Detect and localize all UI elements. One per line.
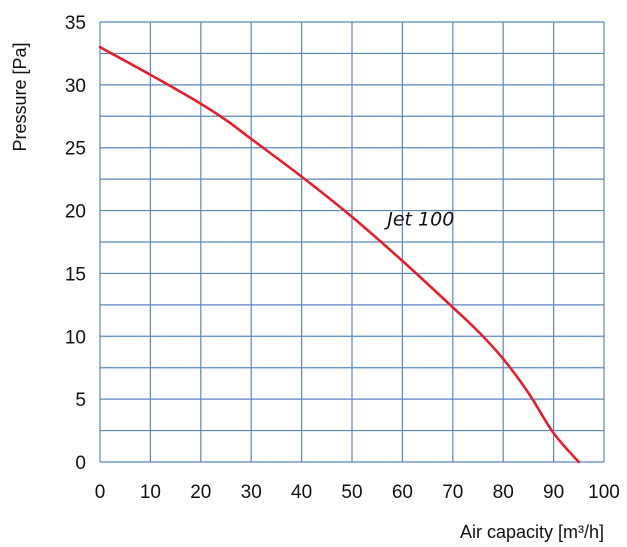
x-tick-label: 100: [588, 482, 620, 503]
x-tick-label: 20: [190, 482, 211, 503]
x-tick-label: 50: [341, 482, 362, 503]
y-tick-label: 10: [65, 327, 86, 348]
series-annotation-jet-100: Jet 100: [383, 209, 454, 231]
x-tick-label: 30: [241, 482, 262, 503]
y-tick-label: 15: [65, 264, 86, 285]
x-axis-title: Air capacity [m³/h]: [460, 522, 604, 542]
x-tick-label: 0: [95, 482, 106, 503]
x-tick-label: 10: [140, 482, 161, 503]
y-tick-label: 35: [65, 13, 86, 34]
y-tick-label: 20: [65, 202, 86, 223]
series-layer: [98, 45, 581, 464]
y-tick-label: 25: [65, 139, 86, 160]
x-tick-label: 80: [493, 482, 514, 503]
x-tick-label: 70: [442, 482, 463, 503]
y-tick-label: 5: [75, 390, 86, 411]
series-line-jet-100: [98, 45, 581, 464]
grid: [99, 21, 605, 463]
y-tick-label: 0: [75, 453, 86, 474]
y-tick-label: 30: [65, 76, 86, 97]
x-tick-label: 90: [543, 482, 564, 503]
x-tick-label: 40: [291, 482, 312, 503]
x-tick-label: 60: [392, 482, 413, 503]
y-tick-labels: 0 5 10 15 20 25 30 35: [65, 13, 86, 474]
x-tick-labels: 0 10 20 30 40 50 60 70 80 90 100: [95, 482, 620, 503]
y-axis-title: Pressure [Pa]: [10, 42, 30, 151]
